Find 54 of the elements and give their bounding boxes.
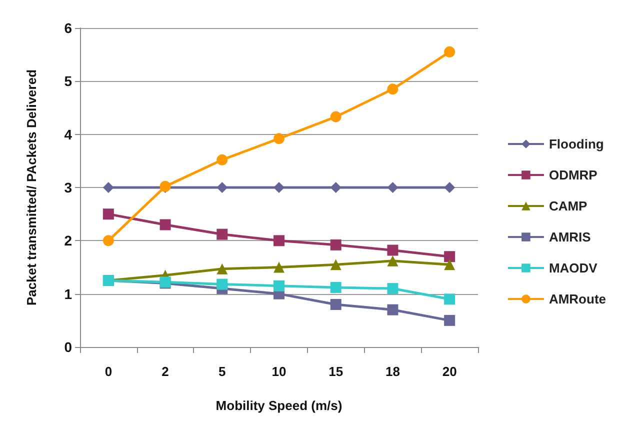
y-tick-label: 4 xyxy=(64,126,72,142)
x-tick-label: 0 xyxy=(104,364,112,379)
point xyxy=(444,182,456,193)
x-tick-label: 2 xyxy=(162,364,169,379)
point xyxy=(102,182,114,193)
point xyxy=(330,298,342,310)
point xyxy=(330,282,342,293)
point xyxy=(216,154,228,166)
point xyxy=(330,259,342,270)
legend-label: AMRIS xyxy=(548,230,592,244)
point xyxy=(387,84,398,95)
point xyxy=(274,133,284,144)
x-tick-label: 10 xyxy=(272,364,286,379)
x-tick-label: 5 xyxy=(218,364,226,379)
point xyxy=(216,228,228,240)
point xyxy=(274,182,284,193)
y-axis-title: Packet transmitted/ PAckets Delivered xyxy=(24,69,39,306)
point xyxy=(330,239,342,250)
y-tick-label: 1 xyxy=(64,286,72,302)
x-tick-label: 18 xyxy=(385,364,400,379)
legend-label: ODMRP xyxy=(548,168,598,182)
point xyxy=(274,235,284,246)
point xyxy=(444,314,456,326)
y-tick-label: 5 xyxy=(64,73,72,90)
legend-label: AMRoute xyxy=(548,292,606,306)
point xyxy=(444,259,456,270)
x-tick-label: 15 xyxy=(328,364,344,379)
point xyxy=(330,111,342,122)
point xyxy=(387,182,398,193)
point xyxy=(102,235,114,246)
point xyxy=(387,283,398,294)
point xyxy=(444,46,456,58)
point xyxy=(387,255,398,266)
x-tick-label: 20 xyxy=(442,364,457,379)
x-axis-title: Mobility Speed (m/s) xyxy=(216,398,342,413)
y-tick-label: 0 xyxy=(64,339,72,355)
point xyxy=(444,251,456,262)
legend-label: CAMP xyxy=(548,198,588,214)
y-tick-label: 2 xyxy=(64,232,72,249)
point xyxy=(274,262,284,273)
legend-label: Flooding xyxy=(548,136,604,152)
point xyxy=(216,263,228,274)
y-tick-label: 6 xyxy=(64,20,72,36)
point xyxy=(387,304,398,316)
legend-label: MAODV xyxy=(548,260,598,276)
point xyxy=(216,278,228,290)
point xyxy=(444,294,456,305)
point xyxy=(274,280,284,292)
point xyxy=(102,208,114,220)
y-tick-label: 3 xyxy=(64,180,72,196)
point xyxy=(160,219,171,230)
point xyxy=(216,182,228,193)
point xyxy=(387,244,398,256)
point xyxy=(330,182,342,193)
